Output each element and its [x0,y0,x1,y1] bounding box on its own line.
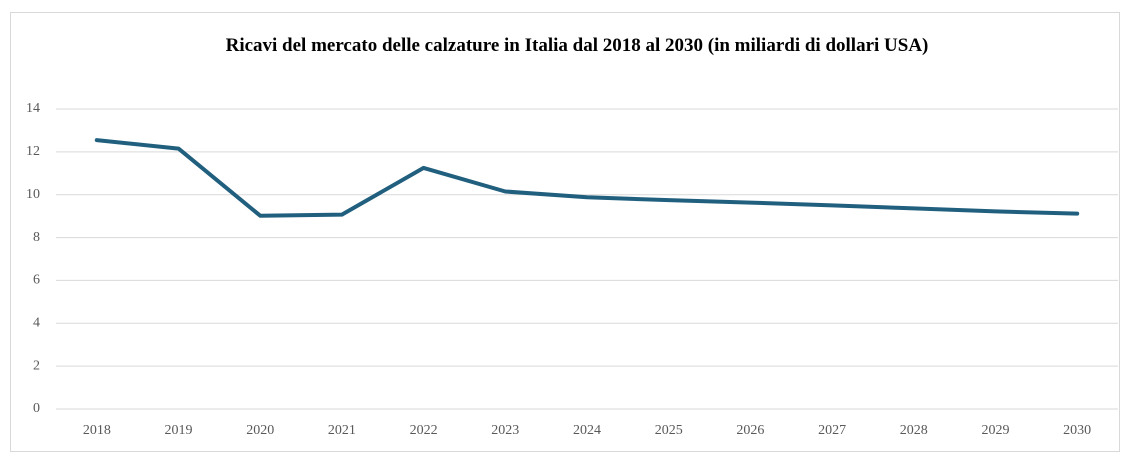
x-tick-label: 2030 [1063,423,1091,438]
x-tick-label: 2022 [410,423,438,438]
x-tick-label: 2026 [736,423,764,438]
x-tick-label: 2029 [981,423,1009,438]
chart-title: Ricavi del mercato delle calzature in It… [225,35,929,56]
x-tick-label: 2025 [655,423,683,438]
x-tick-label: 2023 [491,423,519,438]
y-tick-label: 0 [33,401,40,416]
y-tick-label: 2 [33,358,40,373]
y-tick-label: 12 [26,144,40,159]
x-tick-label: 2027 [818,423,846,438]
y-tick-label: 4 [33,316,40,331]
y-tick-label: 6 [33,273,40,288]
line-series [94,138,1080,218]
x-tick-label: 2019 [165,423,193,438]
x-tick-label: 2024 [573,423,601,438]
x-tick-label: 2028 [900,423,928,438]
y-tick-label: 8 [33,230,40,245]
y-tick-label: 14 [26,101,40,116]
y-tick-label: 10 [26,187,40,202]
x-tick-label: 2020 [246,423,274,438]
x-tick-label: 2021 [328,423,356,438]
x-tick-label: 2018 [83,423,111,438]
